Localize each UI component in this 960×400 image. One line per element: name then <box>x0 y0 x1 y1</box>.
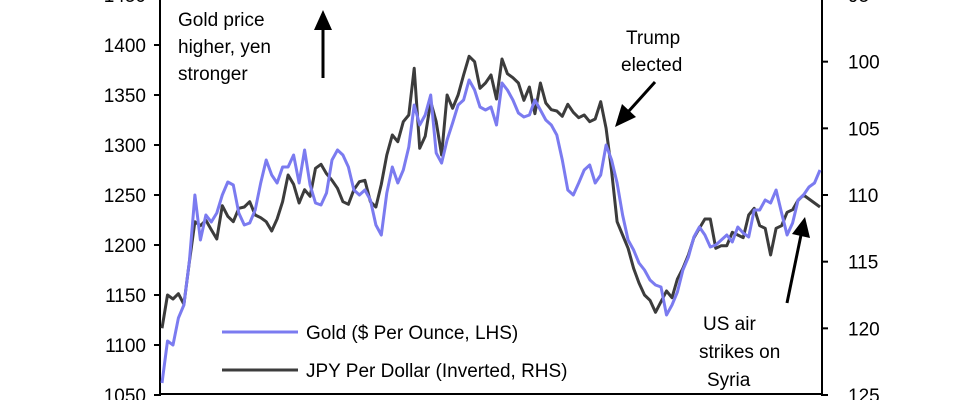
left-tick-label: 1400 <box>104 36 146 57</box>
annotation-gold-higher: Gold price higher, yen stronger <box>178 10 332 85</box>
left-tick-label: 1300 <box>104 136 146 157</box>
annotation-syria-line-1: US air <box>703 314 756 335</box>
series-line-gold <box>160 78 822 384</box>
annotation-gold-line-2: higher, yen <box>178 37 271 58</box>
arrow-up-right-icon <box>785 234 803 304</box>
right-tick-label: 100 <box>848 53 880 74</box>
right-tick-label: 95 <box>848 0 869 7</box>
arrow-up-head-icon <box>314 10 332 30</box>
left-tick-label: 1450 <box>104 0 146 7</box>
legend: Gold ($ Per Ounce, LHS) JPY Per Dollar (… <box>222 323 568 382</box>
right-tick-label: 125 <box>848 386 880 400</box>
legend-label-jpy: JPY Per Dollar (Inverted, RHS) <box>306 361 568 382</box>
left-tick-label: 1250 <box>104 186 146 207</box>
annotation-syria: US air strikes on Syria <box>699 217 810 391</box>
left-tick-label: 1200 <box>104 236 146 257</box>
right-tick-label: 105 <box>848 119 880 140</box>
left-tick-label: 1100 <box>105 336 146 357</box>
arrow-down-left-head-icon <box>615 104 636 127</box>
annotation-gold-line-3: stronger <box>178 64 248 85</box>
series-layer <box>160 54 822 384</box>
left-tick-label: 1150 <box>105 286 146 307</box>
annotation-syria-line-2: strikes on <box>699 342 780 363</box>
arrow-down-left-icon <box>626 80 657 114</box>
right-tick-label: 110 <box>848 186 878 207</box>
right-tick-label: 120 <box>848 319 880 340</box>
annotation-trump-line-1: Trump <box>626 28 680 49</box>
legend-label-gold: Gold ($ Per Ounce, LHS) <box>306 323 518 344</box>
plot-frame <box>159 0 823 395</box>
left-axis: 1050 1100 1150 1200 1250 1300 1350 1400 1450 <box>104 0 161 400</box>
annotation-trump: Trump elected <box>615 28 682 127</box>
right-axis: 95 100 105 110 115 120 125 <box>821 0 880 400</box>
annotation-trump-line-2: elected <box>621 55 682 76</box>
annotation-syria-line-3: Syria <box>707 370 751 391</box>
annotation-gold-line-1: Gold price <box>178 10 265 31</box>
arrow-up-right-head-icon <box>792 217 810 238</box>
series-line-jpy <box>160 54 821 329</box>
right-tick-label: 115 <box>848 253 878 274</box>
left-tick-label: 1050 <box>104 386 146 400</box>
left-tick-label: 1350 <box>104 86 146 107</box>
